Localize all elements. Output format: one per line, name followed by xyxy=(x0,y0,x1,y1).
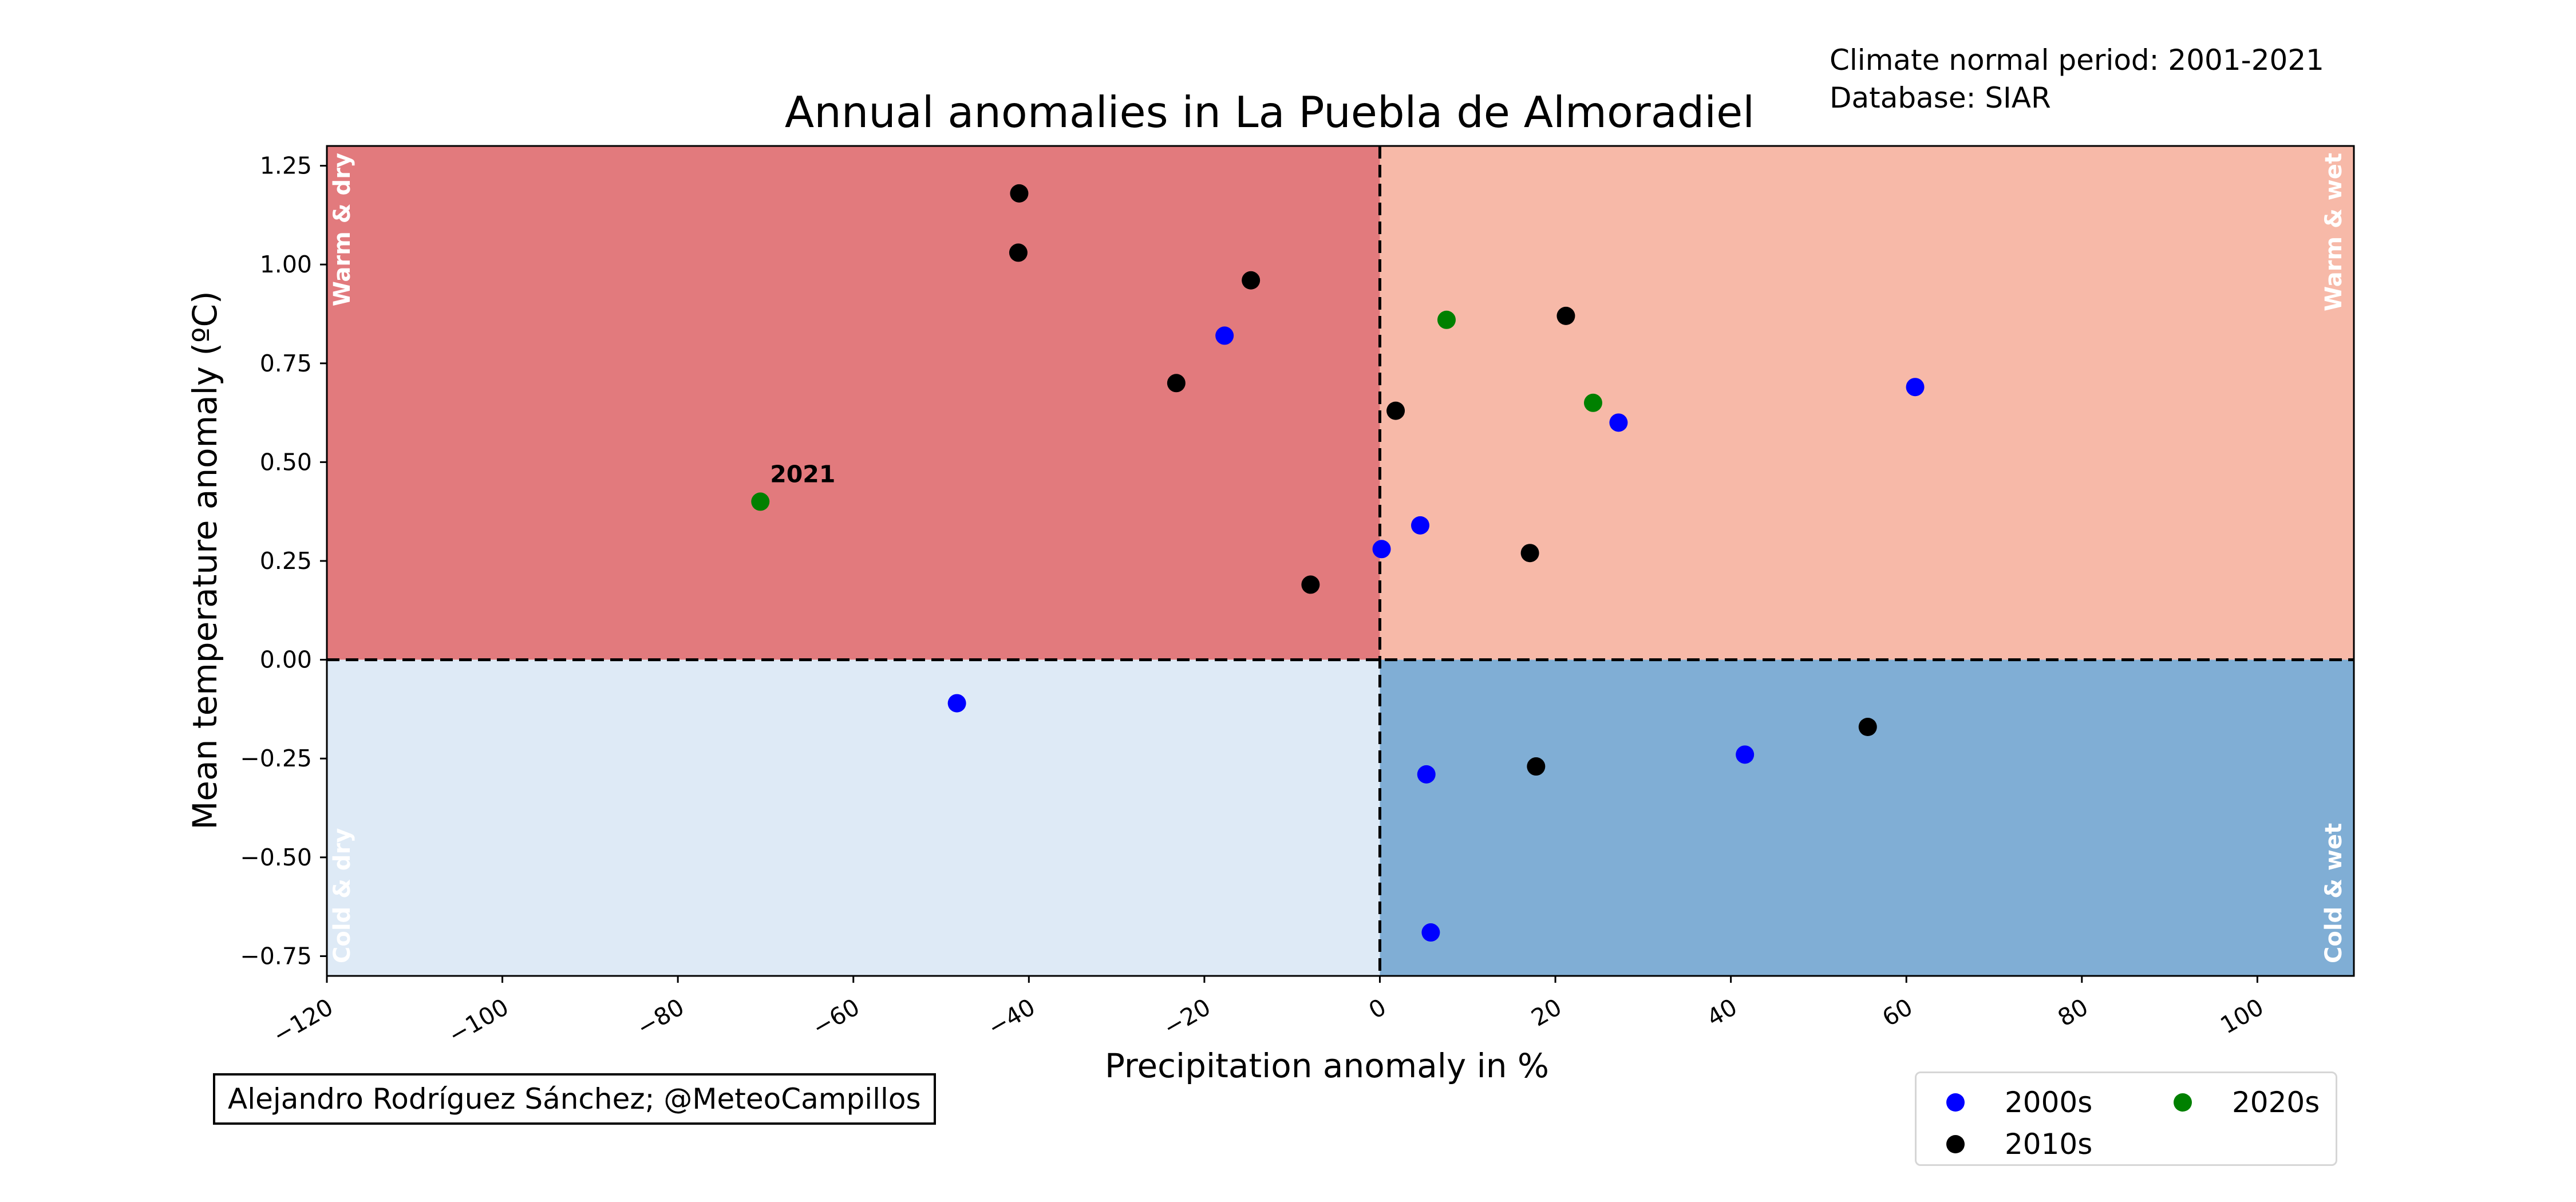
x-tick-label: −60 xyxy=(808,993,864,1042)
database-note: Database: SIAR xyxy=(1830,81,2051,114)
data-points xyxy=(751,184,1925,942)
y-tick-label: −0.75 xyxy=(240,942,312,970)
y-tick-label: −0.50 xyxy=(240,844,312,871)
x-tick-label: 0 xyxy=(1364,993,1391,1025)
x-axis-label: Precipitation anomaly in % xyxy=(1105,1046,1549,1085)
legend-label-2020s: 2020s xyxy=(2232,1086,2320,1119)
x-tick-label: 80 xyxy=(2053,993,2093,1032)
y-axis-ticks: −0.75 −0.50 −0.25 0.00 0.25 0.50 0.75 1.00 1.25 xyxy=(240,152,327,970)
y-tick-label: 0.50 xyxy=(260,448,312,476)
point-2000s-3 xyxy=(1609,413,1628,432)
point-2010s-1 xyxy=(1010,184,1029,203)
point-2000s-2 xyxy=(1906,378,1925,397)
zero-reference-lines xyxy=(327,146,2354,976)
y-tick-label: −0.25 xyxy=(240,745,312,772)
point-2010s-2 xyxy=(1009,243,1028,262)
legend-label-2000s: 2000s xyxy=(2005,1086,2093,1119)
legend-item-2000s: 2000s xyxy=(1946,1086,2092,1119)
quadrant-warm-and-dry xyxy=(327,146,1380,660)
x-tick-label: −40 xyxy=(983,993,1040,1042)
author-credit: Alejandro Rodríguez Sánchez; @MeteoCampi… xyxy=(213,1073,936,1125)
y-tick-label: 1.00 xyxy=(260,251,312,278)
point-2010s-3 xyxy=(1242,271,1261,290)
point-2000s-1 xyxy=(1215,326,1234,345)
x-tick-label: −80 xyxy=(632,993,689,1042)
legend: 2000s 2020s 2010s xyxy=(1915,1071,2337,1166)
point-2000s-6 xyxy=(947,694,966,713)
point-2000s-8 xyxy=(1417,765,1436,784)
point-2010s-5 xyxy=(1556,306,1575,325)
point-2000s-7 xyxy=(1736,745,1755,764)
legend-marker-2000s xyxy=(1946,1093,1965,1112)
y-tick-label: 0.75 xyxy=(260,350,312,377)
quadrant-warm-and-wet xyxy=(1380,146,2354,660)
point-annotations: 2021 xyxy=(770,460,835,488)
legend-item-2010s: 2010s xyxy=(1946,1128,2092,1161)
point-2010s-4 xyxy=(1167,374,1186,393)
point-2000s-4 xyxy=(1411,516,1429,535)
point-2020s-3 xyxy=(751,492,770,511)
x-tick-label: 100 xyxy=(2216,993,2269,1039)
x-tick-label: −120 xyxy=(268,993,338,1049)
normal-period-note: Climate normal period: 2001-2021 xyxy=(1830,44,2324,77)
x-axis-ticks: −120 −100 −80 −60 −40 −20 0 20 40 60 80 100 xyxy=(268,976,2268,1049)
x-tick-label: −20 xyxy=(1159,993,1215,1042)
y-tick-label: 0.25 xyxy=(260,547,312,575)
quadrant-label-warm-and-dry: Warm & dry xyxy=(329,153,355,306)
x-tick-label: −100 xyxy=(444,993,513,1049)
point-2010s-6 xyxy=(1386,401,1405,420)
quadrant-backgrounds xyxy=(327,146,2354,976)
point-2020s-2 xyxy=(1583,393,1602,412)
quadrant-label-cold-and-dry: Cold & dry xyxy=(329,828,355,963)
chart-title: Annual anomalies in La Puebla de Almorad… xyxy=(785,87,1755,137)
y-axis-label: Mean temperature anomaly (ºC) xyxy=(185,291,224,829)
quadrant-label-cold-and-wet: Cold & wet xyxy=(2321,823,2347,963)
x-tick-label: 20 xyxy=(1527,993,1566,1032)
point-label-2021: 2021 xyxy=(770,460,835,488)
point-2010s-7 xyxy=(1520,544,1539,563)
point-2010s-8 xyxy=(1301,575,1320,594)
quadrant-labels: Warm & dry Warm & wet Cold & dry Cold & wet xyxy=(329,153,2347,963)
legend-item-2020s: 2020s xyxy=(2174,1086,2320,1119)
y-tick-label: 0.00 xyxy=(260,646,312,674)
point-2020s-1 xyxy=(1437,310,1456,329)
point-2000s-9 xyxy=(1421,923,1440,942)
x-tick-label: 60 xyxy=(1878,993,1917,1032)
quadrant-cold-and-dry xyxy=(327,659,1380,976)
quadrant-cold-and-wet xyxy=(1380,659,2354,976)
point-2010s-9 xyxy=(1858,718,1877,736)
point-2010s-10 xyxy=(1527,757,1546,776)
point-2000s-5 xyxy=(1372,540,1391,559)
legend-marker-2020s xyxy=(2174,1093,2192,1112)
author-credit-text: Alejandro Rodríguez Sánchez; @MeteoCampi… xyxy=(228,1082,921,1116)
x-tick-label: 40 xyxy=(1702,993,1741,1032)
legend-label-2010s: 2010s xyxy=(2005,1128,2093,1161)
legend-marker-2010s xyxy=(1946,1135,1965,1153)
quadrant-label-warm-and-wet: Warm & wet xyxy=(2321,153,2347,311)
y-tick-label: 1.25 xyxy=(260,152,312,180)
